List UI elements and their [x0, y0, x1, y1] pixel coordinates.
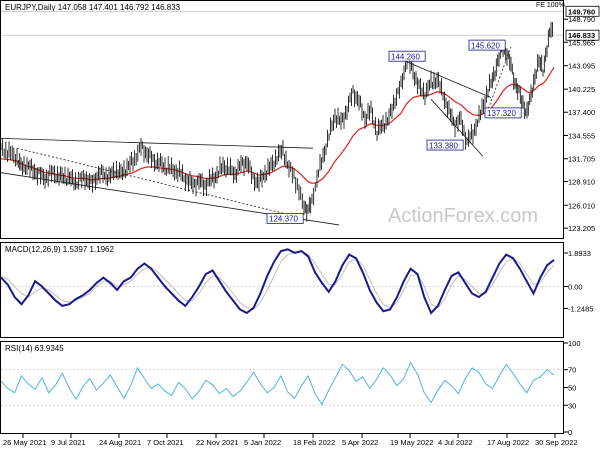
main-ytick-label: 123.205	[568, 224, 595, 233]
trendline	[0, 137, 314, 149]
main-ytick-label: 137.400	[568, 108, 595, 117]
x-tick-label: 4 Jul 2022	[438, 438, 473, 447]
rsi-label: RSI(14) 63.9345	[5, 344, 64, 353]
macd-lines	[0, 248, 555, 315]
rsi-panel-frame	[0, 341, 564, 434]
trendline	[16, 147, 302, 218]
x-tick-label: 5 Apr 2022	[342, 438, 378, 447]
fe-label: FE 100%	[536, 2, 565, 9]
last-price-tag: 146.833	[568, 31, 595, 40]
fe-price-tag: 149.760	[568, 7, 595, 16]
main-grid	[1, 10, 563, 36]
main-ytick-label: 126.010	[568, 201, 595, 210]
x-tick-label: 5 Jan 2022	[244, 438, 281, 447]
x-tick-label: 26 May 2021	[3, 438, 46, 447]
rsi-ytick-label: 50	[568, 384, 576, 393]
main-ytick-label: 143.095	[568, 62, 595, 71]
main-ytick-label: 140.225	[568, 85, 595, 94]
main-price	[0, 21, 553, 222]
level-label-box	[266, 213, 304, 224]
main-ytick-label: 134.555	[568, 131, 595, 140]
x-tick-label: 7 Oct 2021	[147, 438, 184, 447]
rsi-ytick-label: 70	[568, 366, 576, 375]
level-label-box	[484, 107, 522, 119]
rsi-grid	[1, 369, 563, 406]
macd-yaxis: 1.8933 0.00 -1.2485	[564, 249, 593, 314]
rsi-yaxis: 100 70 50 30 0	[564, 339, 581, 437]
main-ytick-label: 148.790	[568, 15, 595, 24]
watermark: ActionForex.com	[388, 205, 538, 227]
macd-ytick-label: 1.8933	[568, 249, 591, 258]
main-labels: 124.370 144.260 145.620 137.320 133.380	[266, 39, 522, 224]
macd-label: MACD(12,26,9) 1.5397 1.1962	[5, 245, 115, 254]
main-ytick-label: 145.965	[568, 38, 595, 47]
macd-ytick-label: -1.2485	[568, 305, 593, 314]
fe-price-tag-box	[565, 5, 600, 17]
x-tick-label: 17 Aug 2022	[487, 438, 529, 447]
main-ytick-label: 128.910	[568, 178, 595, 187]
x-tick-label: 24 Aug 2021	[99, 438, 141, 447]
level-label: 124.370	[269, 215, 298, 224]
macd-ytick-label: 0.00	[568, 282, 583, 291]
trendline	[390, 54, 492, 98]
x-tick-label: 30 Sep 2022	[535, 438, 578, 447]
x-tick-label: 22 Nov 2021	[196, 438, 239, 447]
rsi-lines	[0, 361, 555, 406]
level-label-box	[388, 50, 426, 62]
macd-panel-frame	[0, 242, 564, 338]
level-label-box	[426, 139, 464, 151]
x-axis: 26 May 2021 9 Jul 2021 24 Aug 2021 7 Oct 20…	[3, 434, 578, 447]
rsi-line	[0, 361, 555, 406]
level-label-box	[468, 39, 506, 51]
macd-line	[0, 248, 555, 315]
chart-header: EURJPY,Daily 147.058 147.401 146.792 146…	[5, 3, 181, 12]
level-label: 144.260	[391, 52, 420, 61]
trendline	[430, 98, 484, 157]
x-tick-label: 19 May 2022	[390, 438, 433, 447]
rsi-ytick-label: 100	[568, 339, 581, 348]
rsi-ytick-label: 0	[568, 428, 572, 437]
level-label: 145.620	[471, 41, 500, 50]
rsi-ytick-label: 30	[568, 401, 576, 410]
last-price-tag-box	[565, 29, 600, 41]
main-yaxis: 148.790 145.965 143.095 140.225 137.400 134.5…	[564, 5, 600, 233]
level-label: 133.380	[429, 141, 458, 150]
x-tick-label: 18 Feb 2022	[293, 438, 335, 447]
level-label: 137.320	[487, 109, 516, 118]
main-ytick-label: 131.705	[568, 155, 595, 164]
x-tick-label: 9 Jul 2021	[51, 438, 86, 447]
